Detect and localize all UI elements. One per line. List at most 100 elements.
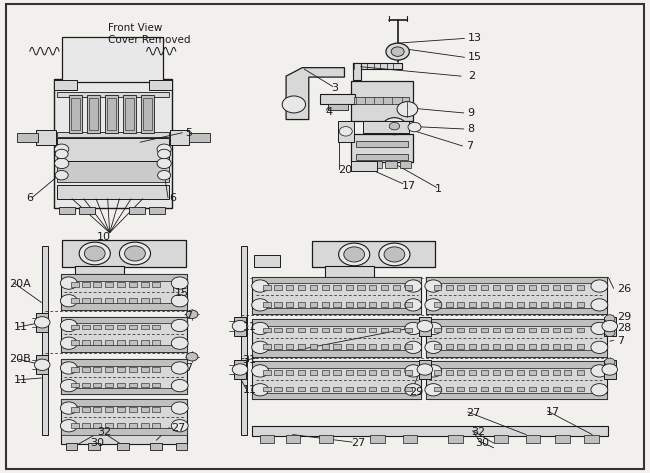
- Bar: [604, 317, 616, 335]
- Bar: [234, 317, 246, 335]
- Bar: [393, 302, 400, 307]
- Bar: [75, 266, 124, 280]
- Circle shape: [339, 127, 352, 136]
- Bar: [82, 423, 90, 428]
- Bar: [118, 407, 125, 412]
- Bar: [36, 131, 56, 145]
- Bar: [469, 328, 476, 333]
- Bar: [356, 161, 368, 168]
- Bar: [82, 324, 90, 329]
- Bar: [528, 328, 536, 333]
- Bar: [79, 207, 95, 214]
- Bar: [310, 387, 317, 392]
- Bar: [252, 361, 421, 368]
- Bar: [298, 285, 305, 290]
- Bar: [153, 298, 161, 303]
- Text: 6: 6: [170, 193, 176, 203]
- Circle shape: [344, 247, 365, 262]
- Bar: [118, 298, 125, 303]
- Bar: [526, 435, 540, 443]
- Bar: [351, 161, 377, 171]
- Bar: [528, 344, 536, 349]
- Bar: [381, 328, 388, 333]
- Bar: [153, 367, 161, 372]
- Circle shape: [425, 280, 442, 292]
- Bar: [71, 298, 79, 303]
- Circle shape: [417, 320, 433, 332]
- Bar: [328, 105, 348, 110]
- Text: 9: 9: [468, 108, 474, 118]
- Bar: [405, 387, 412, 392]
- Circle shape: [55, 158, 69, 168]
- Bar: [252, 277, 421, 283]
- Circle shape: [60, 319, 77, 332]
- Circle shape: [417, 364, 433, 375]
- Bar: [333, 344, 341, 349]
- Bar: [481, 328, 488, 333]
- Bar: [552, 302, 560, 307]
- Bar: [105, 95, 118, 133]
- Bar: [577, 302, 584, 307]
- Circle shape: [60, 277, 77, 289]
- Circle shape: [425, 384, 442, 396]
- Bar: [105, 340, 113, 345]
- Circle shape: [591, 341, 608, 353]
- Bar: [405, 328, 412, 333]
- Bar: [94, 324, 101, 329]
- Text: 27: 27: [171, 423, 185, 433]
- Text: 20A: 20A: [9, 279, 31, 289]
- Circle shape: [405, 280, 422, 292]
- Bar: [552, 344, 560, 349]
- Bar: [481, 370, 488, 375]
- Bar: [346, 302, 353, 307]
- Bar: [481, 344, 488, 349]
- Text: 15: 15: [468, 53, 482, 62]
- Circle shape: [172, 319, 188, 332]
- Circle shape: [34, 359, 50, 370]
- Circle shape: [591, 365, 608, 377]
- Bar: [82, 383, 90, 387]
- Circle shape: [252, 280, 268, 292]
- Bar: [541, 370, 548, 375]
- Bar: [577, 328, 584, 333]
- Bar: [446, 328, 453, 333]
- Bar: [141, 324, 149, 329]
- Bar: [458, 387, 465, 392]
- Bar: [234, 360, 246, 379]
- Bar: [57, 161, 169, 182]
- Text: 11: 11: [242, 385, 257, 395]
- Bar: [71, 98, 80, 131]
- Bar: [129, 282, 137, 287]
- Circle shape: [172, 379, 188, 392]
- Bar: [61, 388, 187, 394]
- Bar: [310, 285, 317, 290]
- Bar: [141, 367, 149, 372]
- Bar: [393, 328, 400, 333]
- Bar: [310, 328, 317, 333]
- Bar: [528, 387, 536, 392]
- Bar: [62, 37, 163, 82]
- Bar: [36, 355, 48, 374]
- Circle shape: [172, 420, 188, 432]
- Text: 32: 32: [471, 427, 485, 437]
- Bar: [552, 370, 560, 375]
- Bar: [405, 344, 412, 349]
- Circle shape: [172, 362, 188, 374]
- Circle shape: [384, 247, 405, 262]
- Bar: [426, 350, 607, 357]
- Bar: [434, 387, 441, 392]
- Circle shape: [172, 295, 188, 307]
- Bar: [469, 344, 476, 349]
- Bar: [141, 340, 149, 345]
- Bar: [351, 81, 413, 121]
- Circle shape: [60, 379, 77, 392]
- Bar: [381, 302, 388, 307]
- Circle shape: [55, 144, 69, 155]
- Bar: [61, 274, 187, 310]
- Bar: [71, 407, 79, 412]
- Bar: [57, 92, 169, 97]
- Bar: [263, 344, 270, 349]
- Circle shape: [172, 337, 188, 350]
- Bar: [105, 407, 113, 412]
- Bar: [54, 79, 172, 208]
